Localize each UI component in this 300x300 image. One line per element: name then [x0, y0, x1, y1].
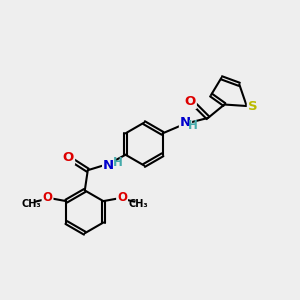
Text: O: O — [184, 95, 196, 108]
Text: O: O — [63, 151, 74, 164]
Text: H: H — [188, 119, 198, 132]
Text: CH₃: CH₃ — [128, 199, 148, 209]
Text: N: N — [103, 159, 114, 172]
Text: O: O — [43, 191, 52, 204]
Text: N: N — [180, 116, 191, 129]
Text: H: H — [112, 156, 122, 169]
Text: CH₃: CH₃ — [22, 199, 41, 209]
Text: O: O — [117, 191, 127, 204]
Text: S: S — [248, 100, 257, 112]
